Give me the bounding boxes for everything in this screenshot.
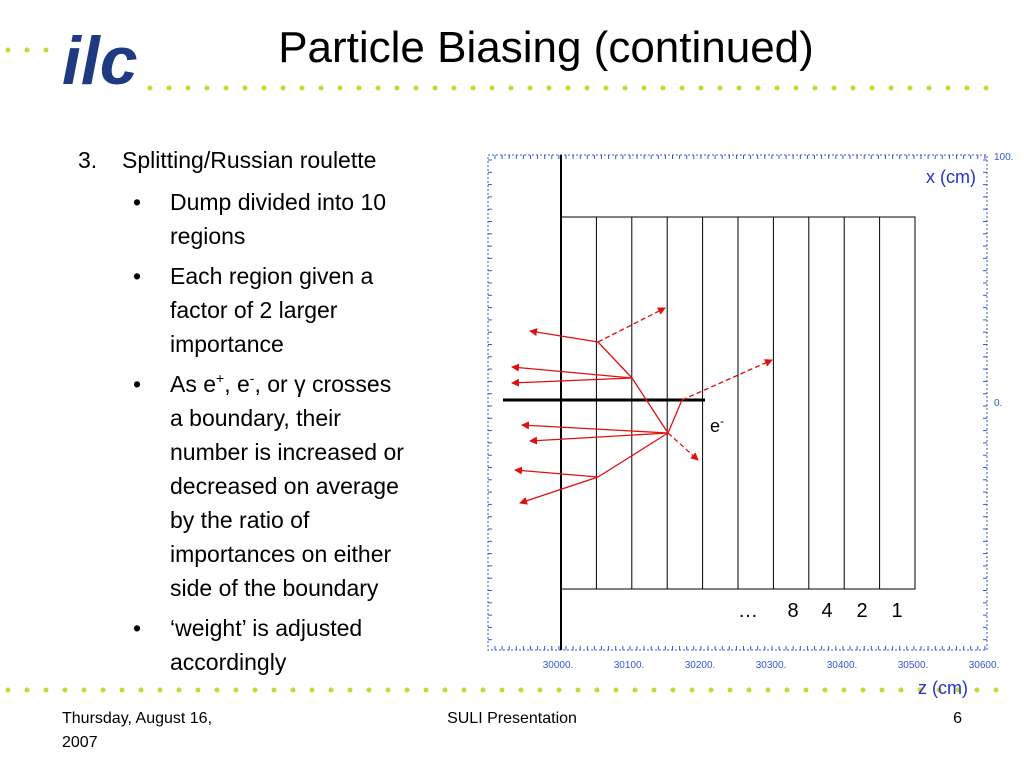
dot-rows — [5, 47, 1003, 693]
region-label: 1 — [891, 600, 902, 622]
particle-tracks — [511, 307, 773, 505]
track — [511, 363, 633, 379]
track — [597, 432, 669, 478]
bullet-dot: • — [133, 263, 141, 289]
region-label: 2 — [856, 600, 867, 622]
superscript: - — [250, 370, 255, 386]
bullet-dot: • — [133, 371, 141, 397]
footer-center: SULI Presentation — [447, 710, 577, 727]
particle-label: e- — [710, 414, 724, 436]
x-tick-label: 30300. — [756, 660, 787, 671]
logo: ilc — [62, 23, 138, 99]
list-number: 3. — [78, 147, 97, 173]
bullet-text: 3. Splitting/Russian roulette • Dump divi… — [78, 147, 404, 675]
region-label: 8 — [787, 600, 798, 622]
y-tick-label: 0. — [994, 398, 1002, 409]
track — [667, 432, 699, 461]
x-tick-label: 30500. — [898, 660, 929, 671]
footer-date: Thursday, August 16, — [62, 710, 212, 727]
track — [514, 466, 599, 478]
region-label: 4 — [821, 600, 832, 622]
x-tick-label: 30400. — [827, 660, 858, 671]
page-number: 6 — [953, 710, 962, 727]
particle: e — [710, 416, 720, 436]
text-run: , or γ crosses — [254, 371, 391, 397]
slide-title: Particle Biasing (continued) — [278, 23, 814, 72]
bullet-line: Dump divided into 10 — [170, 189, 386, 215]
particle-charge: - — [720, 414, 724, 428]
bullet-line: accordingly — [170, 649, 287, 675]
track — [597, 307, 666, 343]
y-axis-label: x (cm) — [926, 167, 976, 187]
bullet-line: importances on either — [170, 541, 392, 567]
y-tick-label: 100. — [994, 152, 1013, 163]
x-tick-label: 30600. — [969, 660, 1000, 671]
track — [519, 476, 599, 505]
bullet-dot: • — [133, 615, 141, 641]
bullet-line: a boundary, their — [170, 405, 341, 431]
text-run: As e — [170, 371, 216, 397]
bullet-line: number is increased or — [170, 439, 404, 465]
track — [597, 341, 633, 379]
bullet-line: As e+, e-, or γ crosses — [170, 370, 391, 397]
bullet-line: Each region given a — [170, 263, 374, 289]
bullet-line: decreased on average — [170, 473, 399, 499]
bullet-line: regions — [170, 223, 245, 249]
track — [667, 399, 683, 434]
bullet-line: ‘weight’ is adjusted — [170, 615, 362, 641]
track — [681, 359, 773, 401]
footer-date: 2007 — [62, 734, 98, 751]
track — [631, 377, 669, 434]
region-label: … — [738, 600, 758, 622]
track — [529, 432, 669, 445]
text-run: , e — [224, 371, 250, 397]
x-axis-label: z (cm) — [918, 678, 968, 698]
superscript: + — [216, 370, 224, 386]
bullet-line: factor of 2 larger — [170, 297, 338, 323]
x-tick-label: 30000. — [543, 660, 574, 671]
track — [529, 328, 599, 343]
bullet-line: by the ratio of — [170, 507, 310, 533]
bullet-line: side of the boundary — [170, 575, 379, 601]
bullet-dot: • — [133, 189, 141, 215]
list-heading: Splitting/Russian roulette — [122, 147, 376, 173]
track — [511, 377, 633, 387]
x-tick-label: 30100. — [614, 660, 645, 671]
track — [521, 421, 669, 434]
bullet-line: importance — [170, 331, 284, 357]
plot-frame — [487, 154, 988, 651]
x-tick-label: 30200. — [685, 660, 716, 671]
